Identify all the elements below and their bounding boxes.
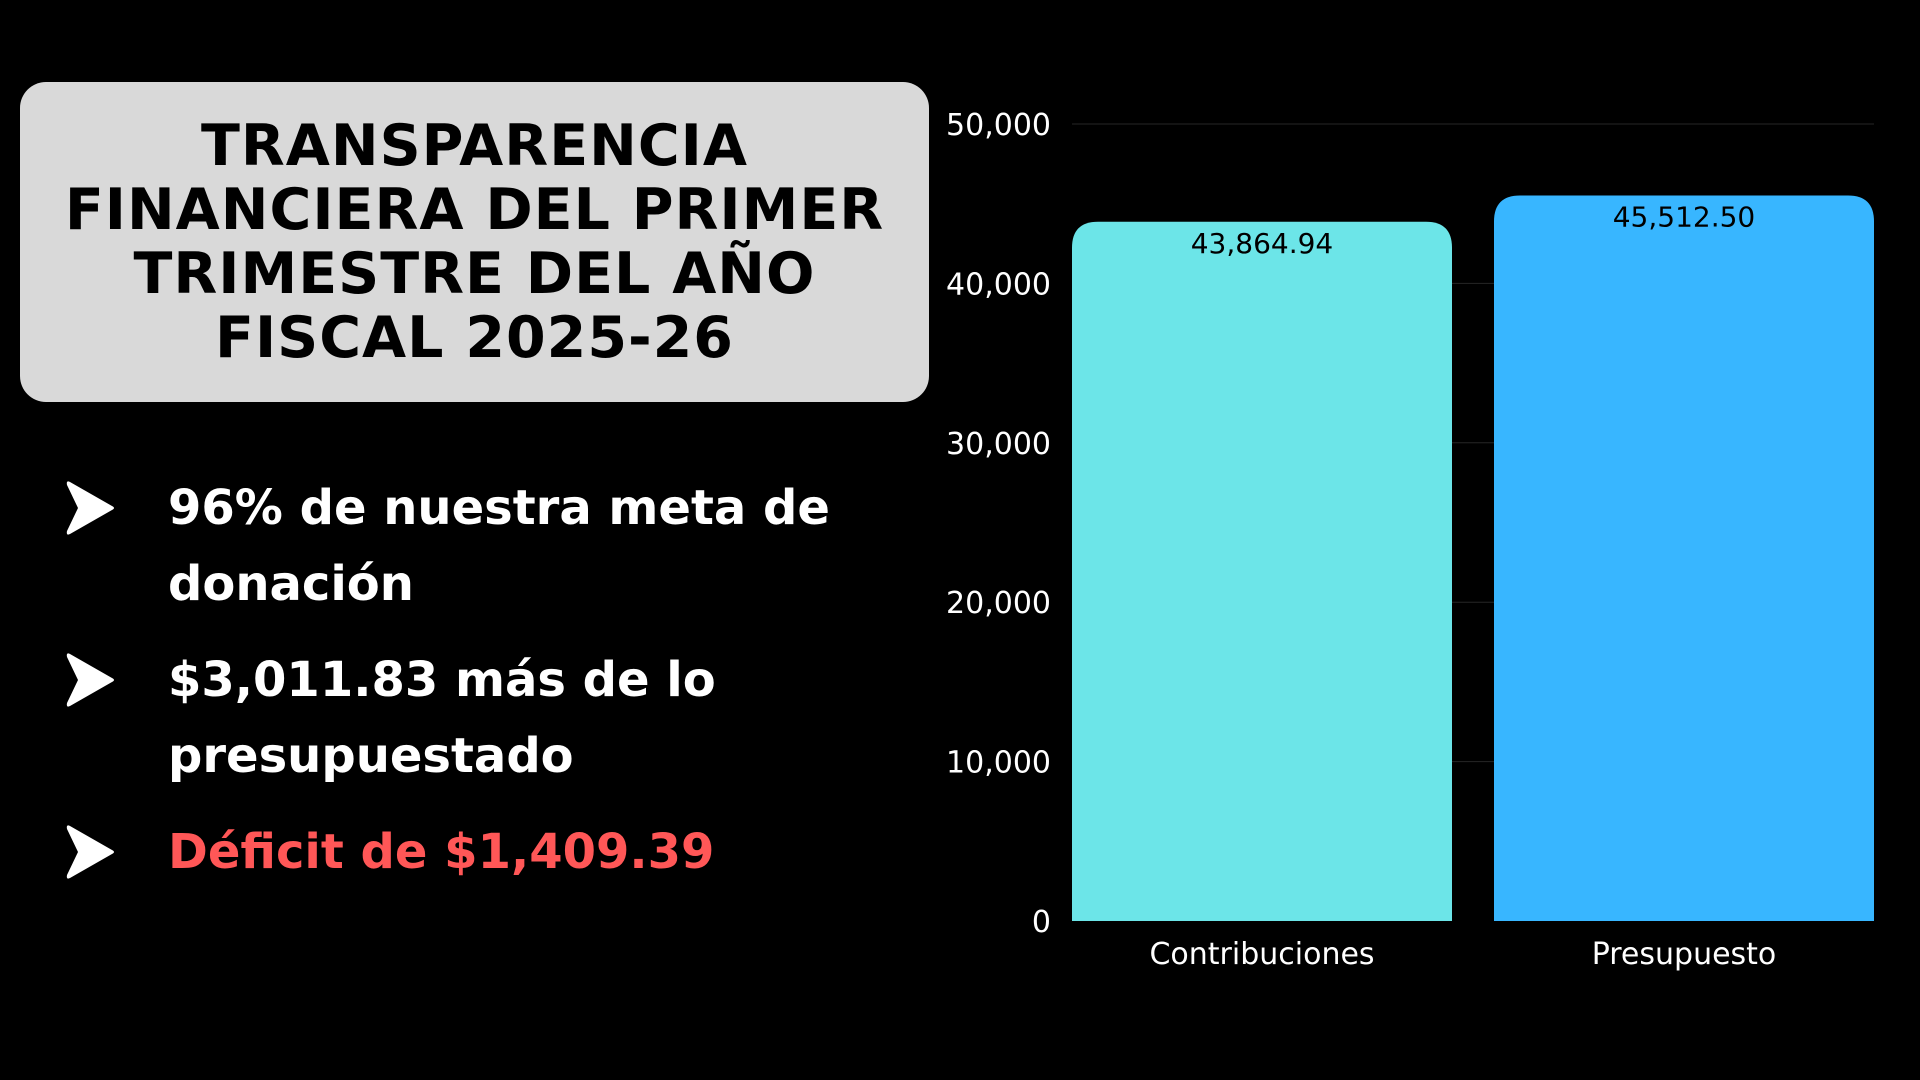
highlight-text-deficit: Déficit de $1,409.39 <box>168 824 715 880</box>
bar-contribuciones <box>1072 221 1452 922</box>
bar-presupuesto <box>1494 195 1874 921</box>
data-label: 45,512.50 <box>1613 201 1756 234</box>
highlight-item-deficit: Déficit de $1,409.39 <box>60 814 920 890</box>
arrow-right-icon <box>66 653 114 707</box>
x-tick-label: Contribuciones <box>1149 937 1374 972</box>
y-tick-label: 20,000 <box>946 586 1051 621</box>
x-tick-label: Presupuesto <box>1592 937 1777 972</box>
y-tick-label: 50,000 <box>946 108 1051 143</box>
y-tick-label: 30,000 <box>946 427 1051 462</box>
title-box: TRANSPARENCIA FINANCIERA DEL PRIMER TRIM… <box>20 82 929 402</box>
highlights-list: 96% de nuestra meta de donación $3,011.8… <box>60 470 920 910</box>
data-label: 43,864.94 <box>1191 227 1334 260</box>
highlight-text: $3,011.83 más de lo presupuestado <box>168 652 716 784</box>
highlight-item: $3,011.83 más de lo presupuestado <box>60 642 920 794</box>
page-title: TRANSPARENCIA FINANCIERA DEL PRIMER TRIM… <box>64 113 885 371</box>
highlight-item: 96% de nuestra meta de donación <box>60 470 920 622</box>
arrow-right-icon <box>66 481 114 535</box>
highlight-text: 96% de nuestra meta de donación <box>168 480 830 612</box>
arrow-right-icon <box>66 825 114 879</box>
y-tick-label: 0 <box>1032 905 1051 940</box>
y-tick-label: 40,000 <box>946 267 1051 302</box>
y-tick-label: 10,000 <box>946 746 1051 781</box>
